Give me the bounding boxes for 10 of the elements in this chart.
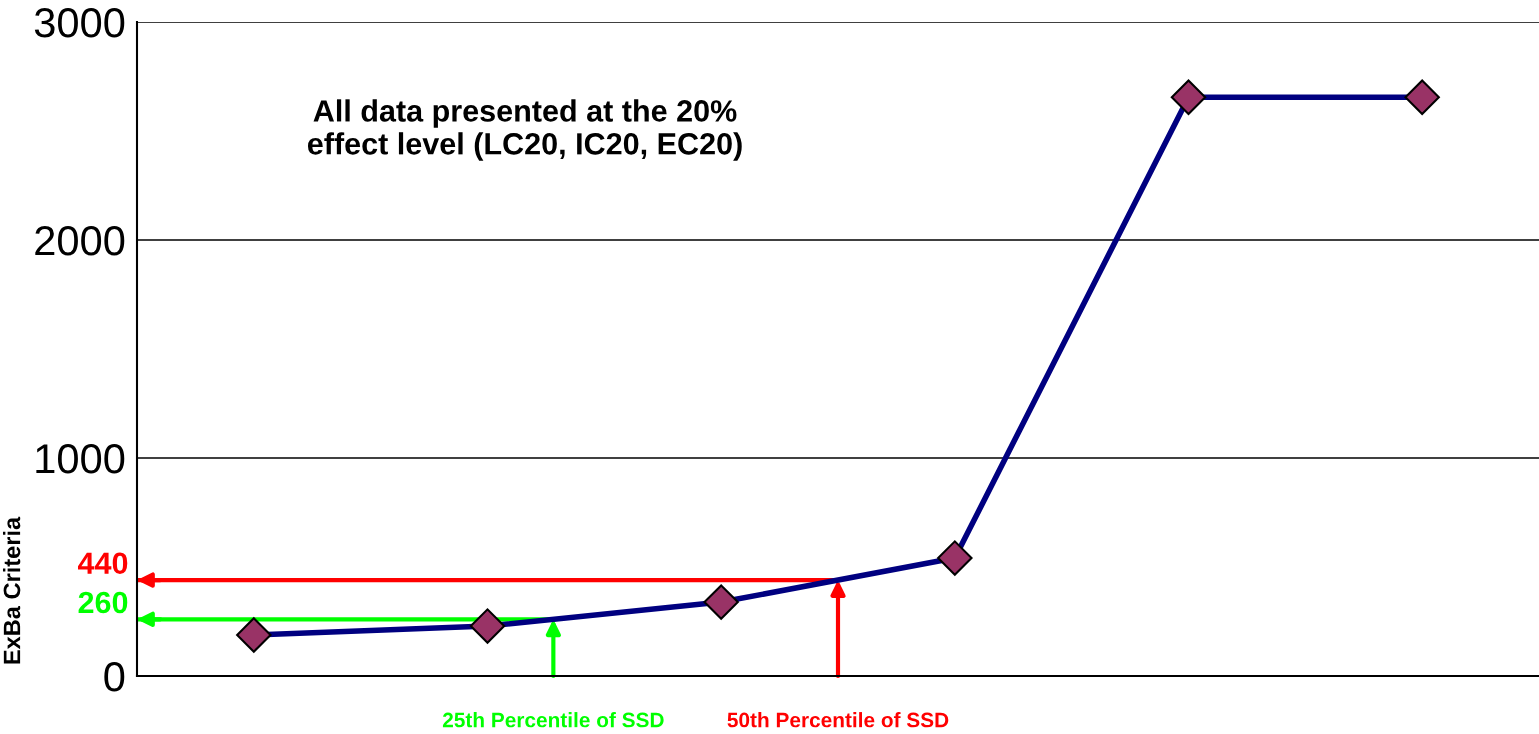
y-tick-label: 0 xyxy=(104,662,125,692)
text: 25th Percentile of SSD xyxy=(442,712,664,728)
text: 50th Percentile of SSD xyxy=(727,712,949,728)
y-tick-label: 2000 xyxy=(35,226,125,256)
y-axis-title: ExBa Criteria xyxy=(2,516,21,664)
ref-line-label: 440 xyxy=(78,552,128,575)
y-tick-label: 3000 xyxy=(34,8,125,38)
annotation: All data presented at the 20% effect level (LC20, IC20, EC20) xyxy=(307,99,742,161)
y-tick-label: 1000 xyxy=(36,444,125,474)
ref-line-label: 260 xyxy=(78,591,128,614)
